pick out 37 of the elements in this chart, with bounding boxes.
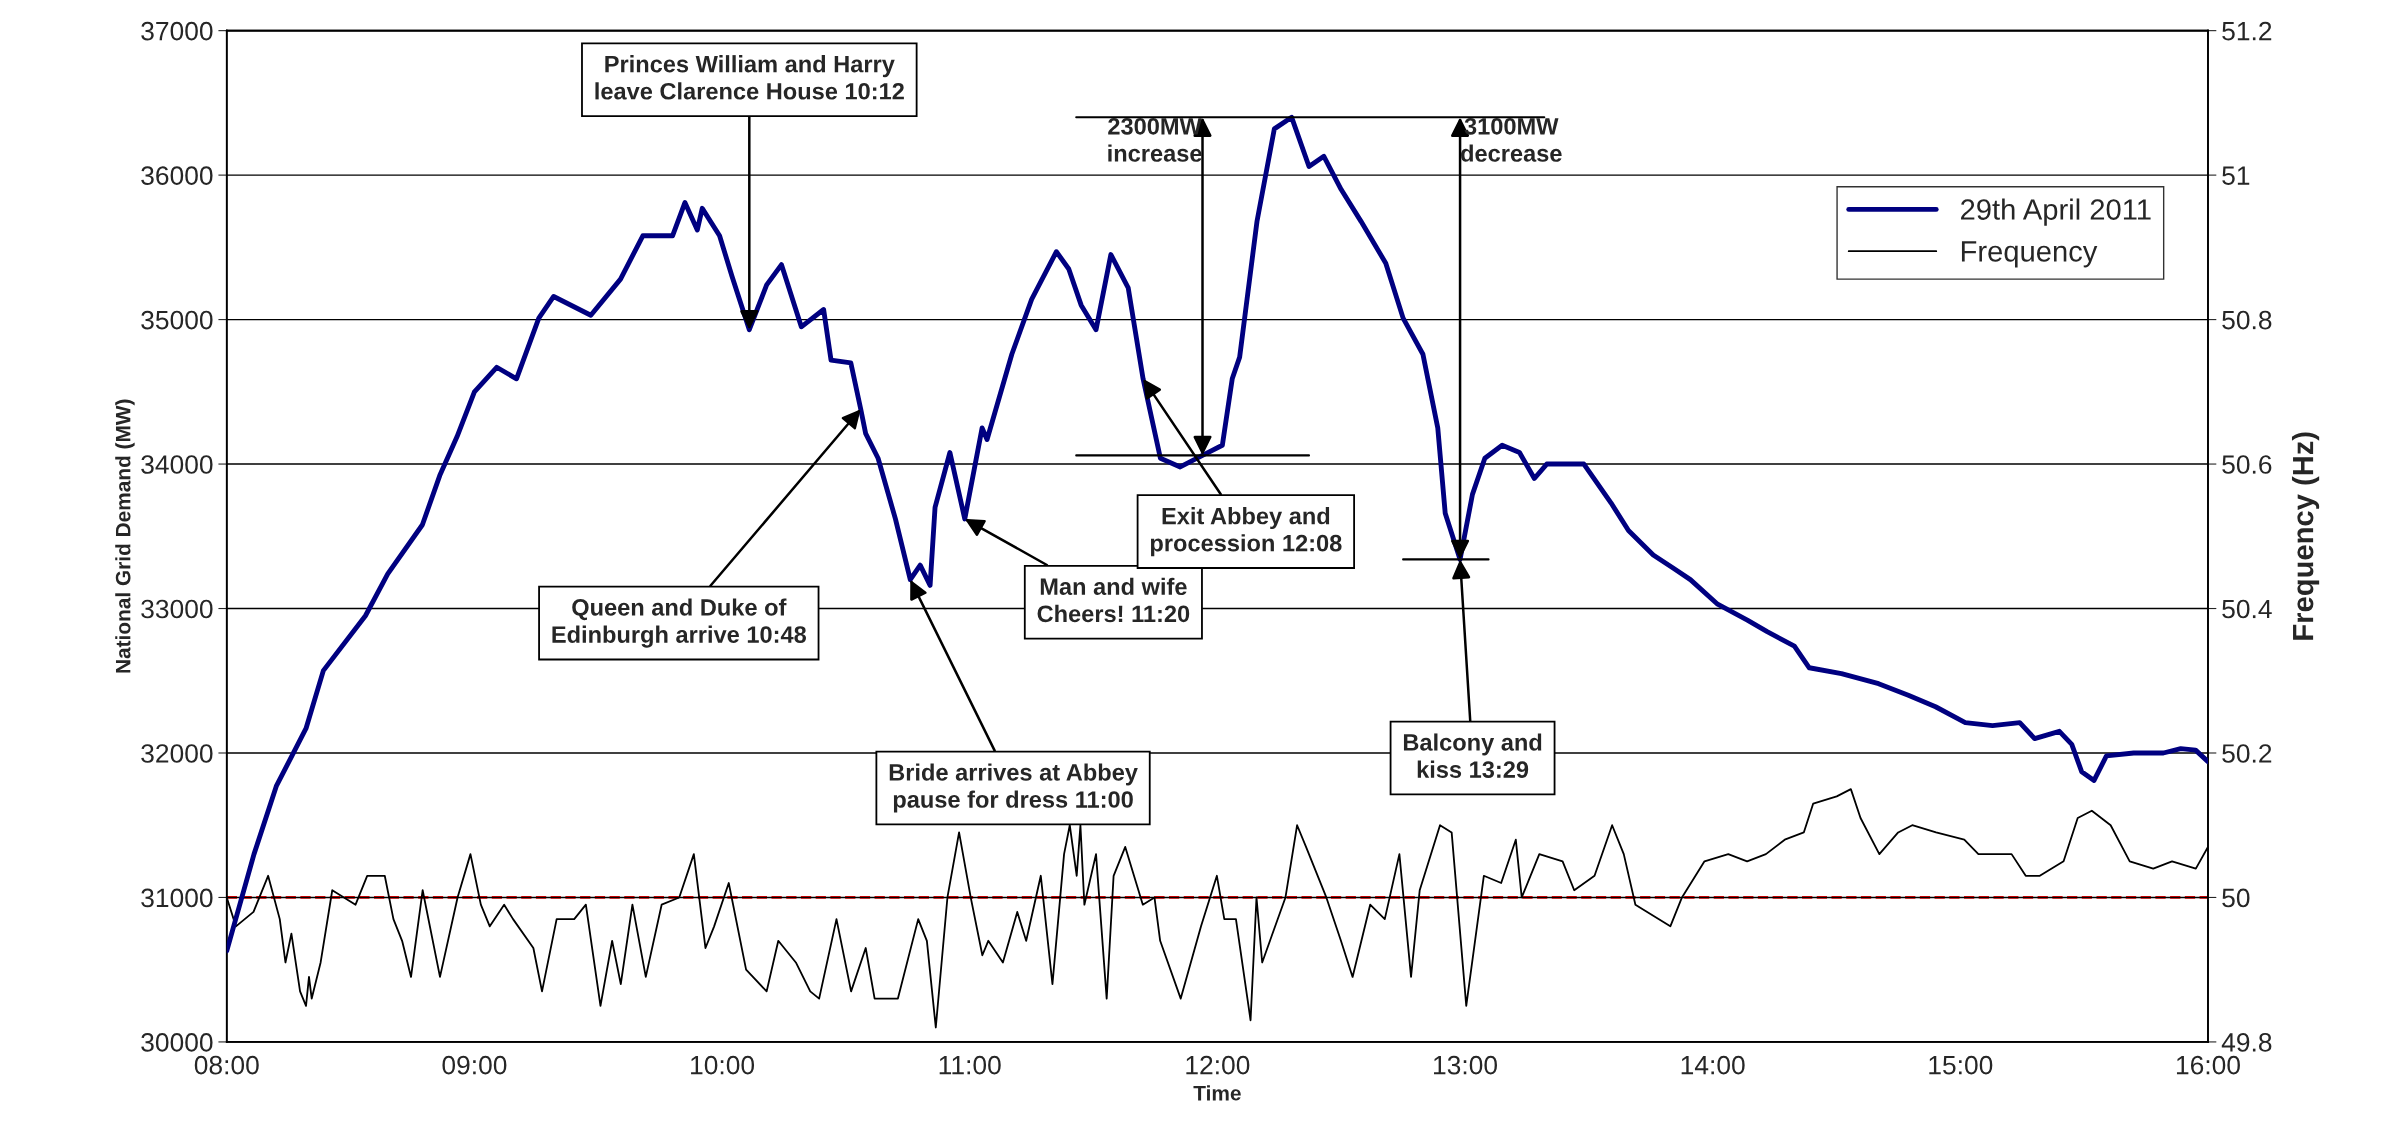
y2-tick-label: 50 — [2222, 888, 2250, 908]
annotation: 3100MW decrease — [1461, 117, 1562, 162]
annotation: Bride arrives at Abbey pause for dress 11:00 — [889, 763, 1138, 813]
x-tick-label: 15:00 — [1929, 1055, 1993, 1075]
annotation: Man and wife Cheers! 11:20 — [1037, 577, 1190, 623]
annotation: Princes William and Harry leave Clarence House 10:12 — [595, 55, 904, 100]
y-tick-label: 37000 — [141, 21, 213, 41]
y-tick-label: 35000 — [141, 310, 213, 330]
y-tick-label: 33000 — [141, 599, 213, 619]
y2-tick-label: 50.6 — [2222, 455, 2272, 474]
annotation: Balcony and kiss 13:29 — [1403, 733, 1542, 778]
y2-tick-label: 51.2 — [2222, 21, 2272, 41]
x-tick-label: 08:00 — [194, 1055, 259, 1075]
annotation: Queen and Duke of Edinburgh arrive 10:48 — [552, 598, 807, 648]
y2-tick-label: 49.8 — [2221, 1033, 2272, 1052]
y2-tick-label: 51 — [2222, 166, 2250, 185]
x-tick-label: 11:00 — [939, 1055, 1001, 1075]
y2-tick-label: 50.4 — [2222, 599, 2272, 619]
y-tick-label: 34000 — [141, 455, 213, 474]
x-tick-label: 09:00 — [442, 1055, 507, 1075]
legend-label: 29th April 2011 — [1961, 198, 2151, 226]
y-tick-label: 36000 — [141, 166, 213, 185]
y2-tick-label: 50.8 — [2222, 310, 2272, 330]
legend-label: Frequency — [1961, 241, 2098, 268]
y-tick-label: 32000 — [141, 744, 213, 763]
y2-axis-title: Frequency (Hz) — [2291, 432, 2320, 640]
x-axis-title: Time — [1193, 1085, 1241, 1101]
x-tick-label: 12:00 — [1186, 1055, 1250, 1075]
y-tick-label: 30000 — [141, 1033, 213, 1052]
x-tick-label: 13:00 — [1434, 1055, 1498, 1075]
annotation: Exit Abbey and procession 12:08 — [1150, 507, 1342, 557]
y2-tick-label: 50.2 — [2222, 744, 2272, 763]
x-tick-label: 10:00 — [691, 1055, 755, 1075]
y-tick-label: 31000 — [141, 888, 213, 908]
x-tick-label: 14:00 — [1681, 1055, 1745, 1075]
x-tick-label: 16:00 — [2176, 1055, 2240, 1075]
y-axis-title: National Grid Demand (MW) — [115, 399, 135, 673]
